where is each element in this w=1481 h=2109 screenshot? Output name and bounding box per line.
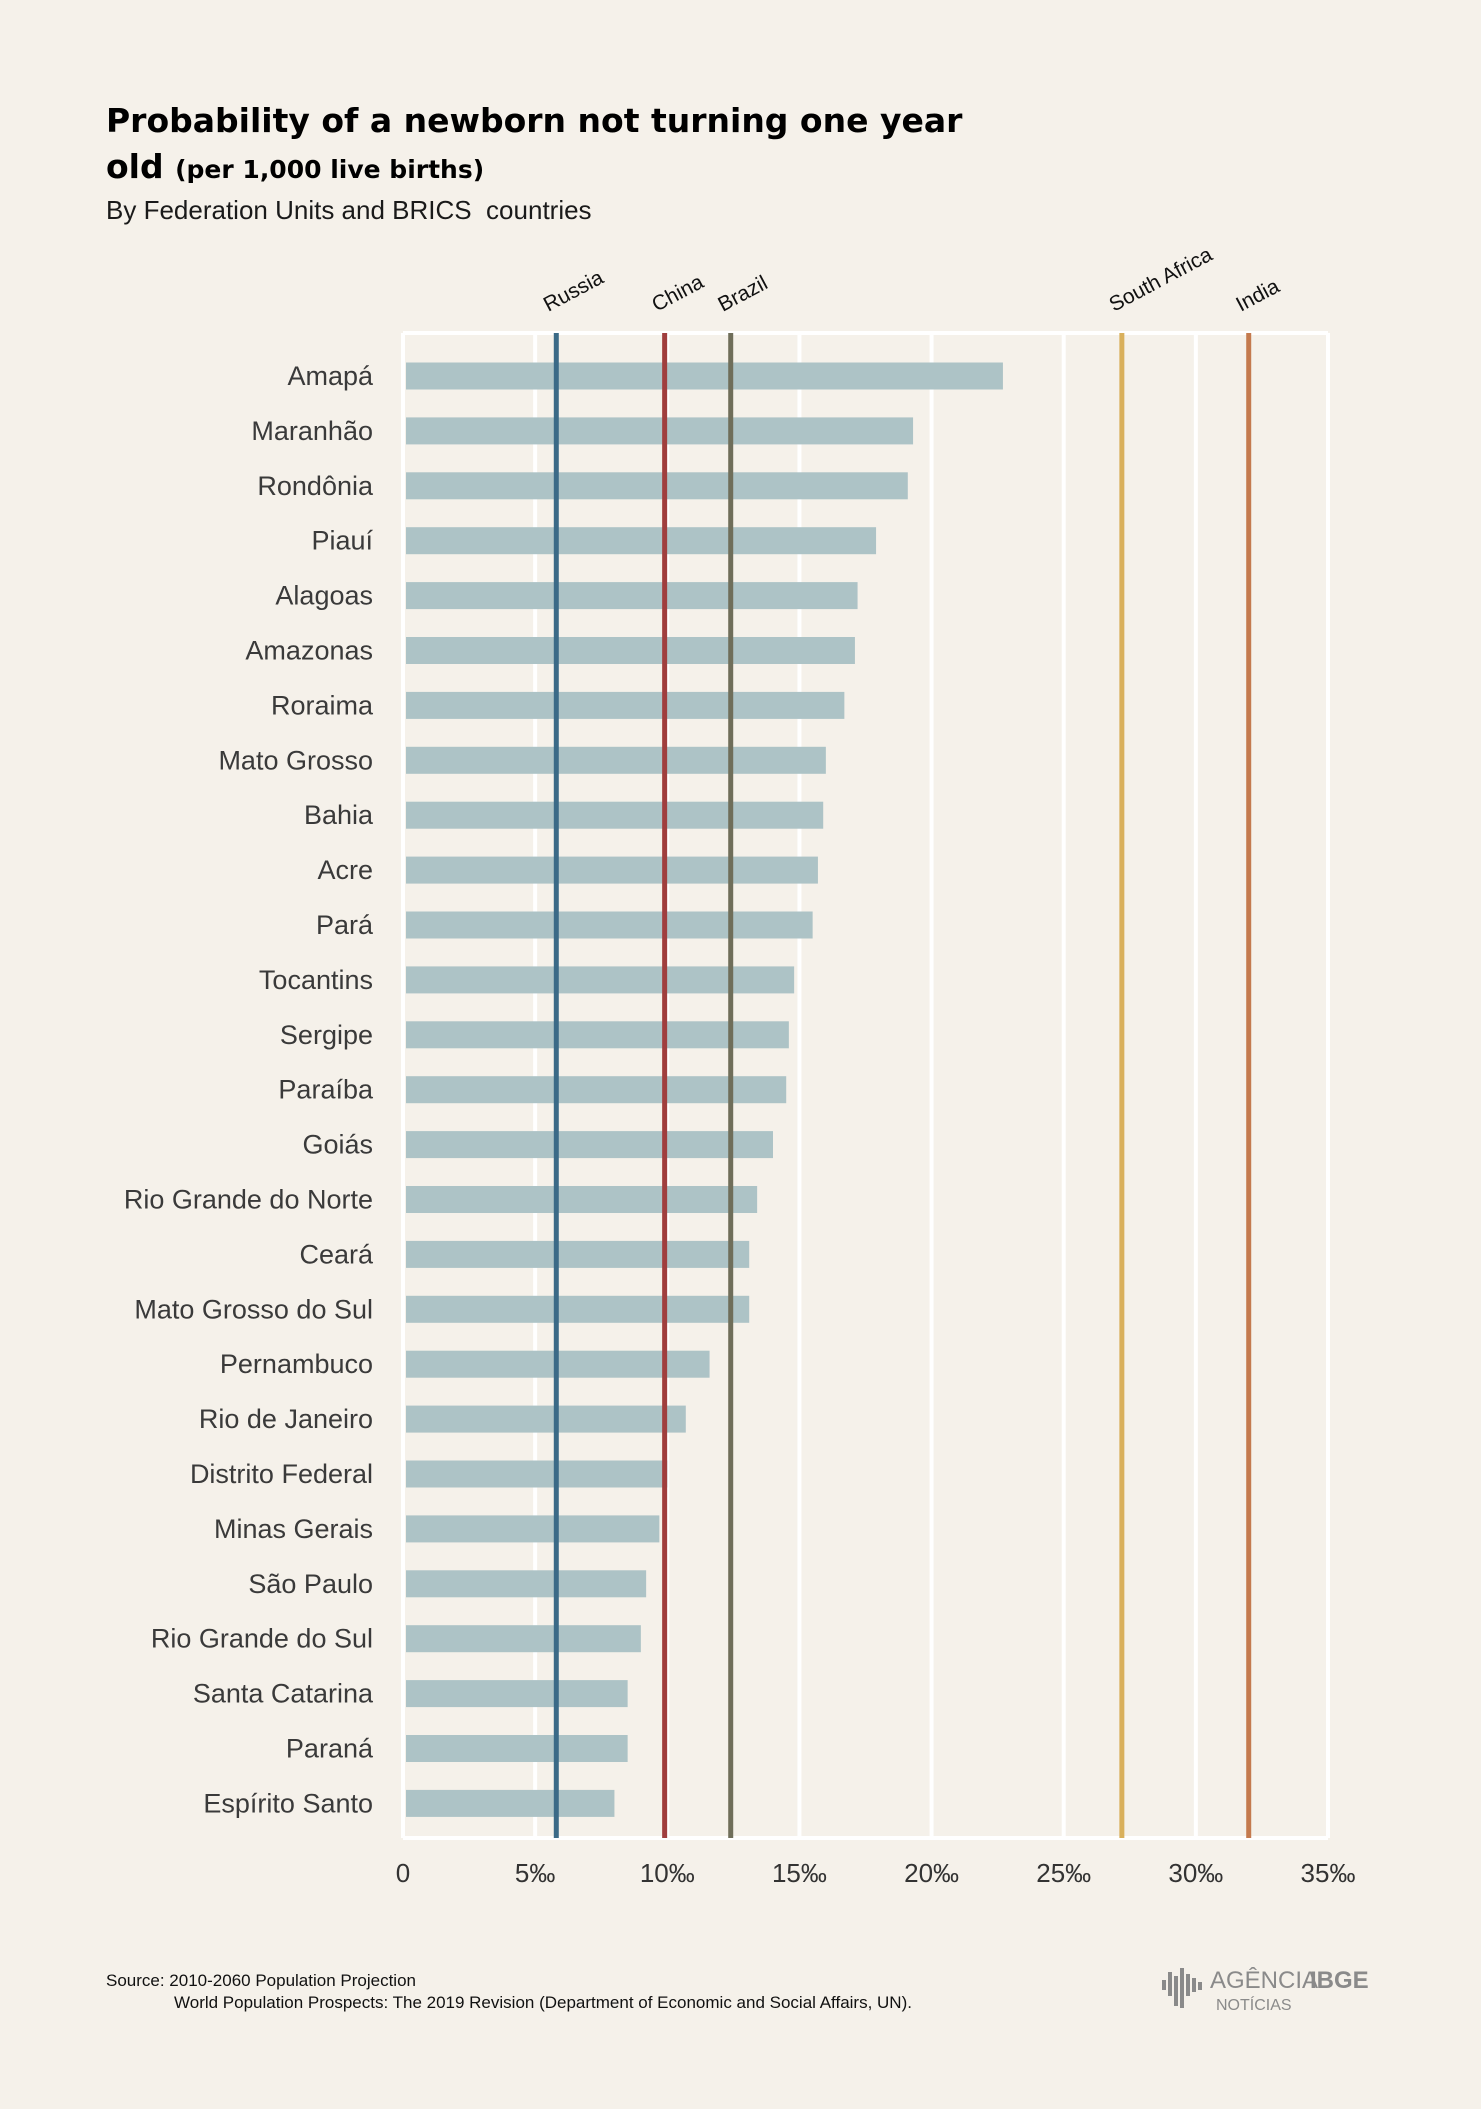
bar [406, 1076, 787, 1104]
category-label: Goiás [302, 1130, 373, 1160]
chart-title: Probability of a newborn not turning one… [106, 98, 1006, 193]
source-line-2: World Population Prospects: The 2019 Rev… [174, 1993, 912, 2012]
category-label: Paraíba [278, 1075, 374, 1105]
category-label: Maranhão [251, 416, 373, 446]
category-label: Rondônia [257, 471, 374, 501]
logo-brand-bold: IBGE [1310, 1967, 1369, 1994]
bar [406, 637, 855, 664]
bar [406, 472, 908, 500]
x-tick-label: 25‰ [1036, 1858, 1091, 1888]
bar [406, 582, 858, 610]
reference-line-label: South Africa [1105, 243, 1216, 317]
bar [406, 1680, 628, 1708]
logo-sub: NOTÍCIAS [1216, 1995, 1292, 2014]
logo-brand: AGÊNCIA [1210, 1967, 1318, 1994]
bar [406, 746, 826, 774]
bar [406, 417, 914, 445]
category-label: Roraima [271, 690, 374, 720]
bar [406, 1131, 773, 1159]
agencia-ibge-logo: AGÊNCIA IBGE NOTÍCIAS [1162, 1967, 1369, 2014]
category-label: Rio de Janeiro [199, 1404, 373, 1434]
bar-chart: Amapá Maranhão Rondônia Piauí Alagoas Amazona… [124, 243, 1356, 1888]
category-label: Espírito Santo [203, 1788, 373, 1818]
category-label: Acre [317, 855, 373, 885]
bar [406, 856, 818, 884]
bar [406, 1405, 686, 1433]
category-label: Amazonas [245, 636, 373, 666]
x-tick-label: 20‰ [904, 1858, 959, 1888]
category-label: Tocantins [259, 965, 373, 995]
category-label: Distrito Federal [190, 1459, 373, 1489]
category-label: Piauí [311, 526, 373, 556]
x-axis-ticks: 0 5‰ 10‰ 15‰ 20‰ 25‰ 30‰ 35‰ [396, 1858, 1356, 1888]
bar [406, 527, 877, 555]
category-label: Mato Grosso do Sul [134, 1294, 373, 1324]
chart-subtitle: By Federation Units and BRICS countries [106, 195, 592, 225]
category-label: Rio Grande do Sul [151, 1624, 373, 1654]
x-tick-label: 5‰ [515, 1858, 555, 1888]
category-label: Bahia [304, 800, 374, 830]
reference-line-label: Russia [540, 266, 608, 317]
source-line-1: Source: 2010-2060 Population Projection [106, 1971, 416, 1990]
bar [406, 1625, 641, 1653]
bar [406, 1460, 668, 1488]
reference-line-label: China [648, 270, 708, 316]
reference-line-label: India [1232, 275, 1283, 317]
reference-lines [553, 333, 1252, 1838]
bar [406, 1735, 628, 1762]
bar [406, 1240, 750, 1268]
chart-title-main: Probability of a newborn not turning one… [106, 101, 963, 186]
category-label: Minas Gerais [214, 1514, 373, 1544]
chart-title-unit: (per 1,000 live births) [175, 155, 485, 184]
bar [406, 966, 795, 994]
x-tick-label: 0 [396, 1858, 410, 1888]
category-label: Rio Grande do Norte [124, 1185, 373, 1215]
category-label: Santa Catarina [193, 1679, 374, 1709]
reference-line-labels: Russia China Brazil South Africa India [540, 243, 1284, 317]
bar [406, 1515, 660, 1543]
category-label: Ceará [299, 1239, 374, 1269]
bar [406, 1021, 789, 1049]
x-tick-label: 10‰ [640, 1858, 695, 1888]
bar [406, 691, 845, 719]
bar [406, 1295, 750, 1323]
bar [406, 1570, 647, 1598]
bars [406, 362, 1003, 1817]
x-tick-label: 35‰ [1301, 1858, 1356, 1888]
bar [406, 1186, 758, 1213]
source-note: Source: 2010-2060 Population Projection … [106, 1970, 912, 2014]
category-label: Paraná [286, 1734, 374, 1764]
bar [406, 362, 1003, 390]
x-tick-label: 30‰ [1168, 1858, 1223, 1888]
category-label: Alagoas [275, 581, 373, 611]
category-label: Pernambuco [220, 1349, 373, 1379]
category-labels: Amapá Maranhão Rondônia Piauí Alagoas Amazona… [124, 361, 374, 1818]
bar [406, 911, 813, 939]
category-label: Amapá [287, 361, 374, 391]
category-label: Sergipe [280, 1020, 373, 1050]
bar [406, 801, 824, 829]
category-label: Pará [316, 910, 374, 940]
category-label: São Paulo [248, 1569, 373, 1599]
category-label: Mato Grosso [218, 745, 373, 775]
x-tick-label: 15‰ [772, 1858, 827, 1888]
logo-mark-icon [1162, 1968, 1202, 2008]
reference-line-label: Brazil [714, 271, 771, 316]
bar [406, 1789, 615, 1817]
